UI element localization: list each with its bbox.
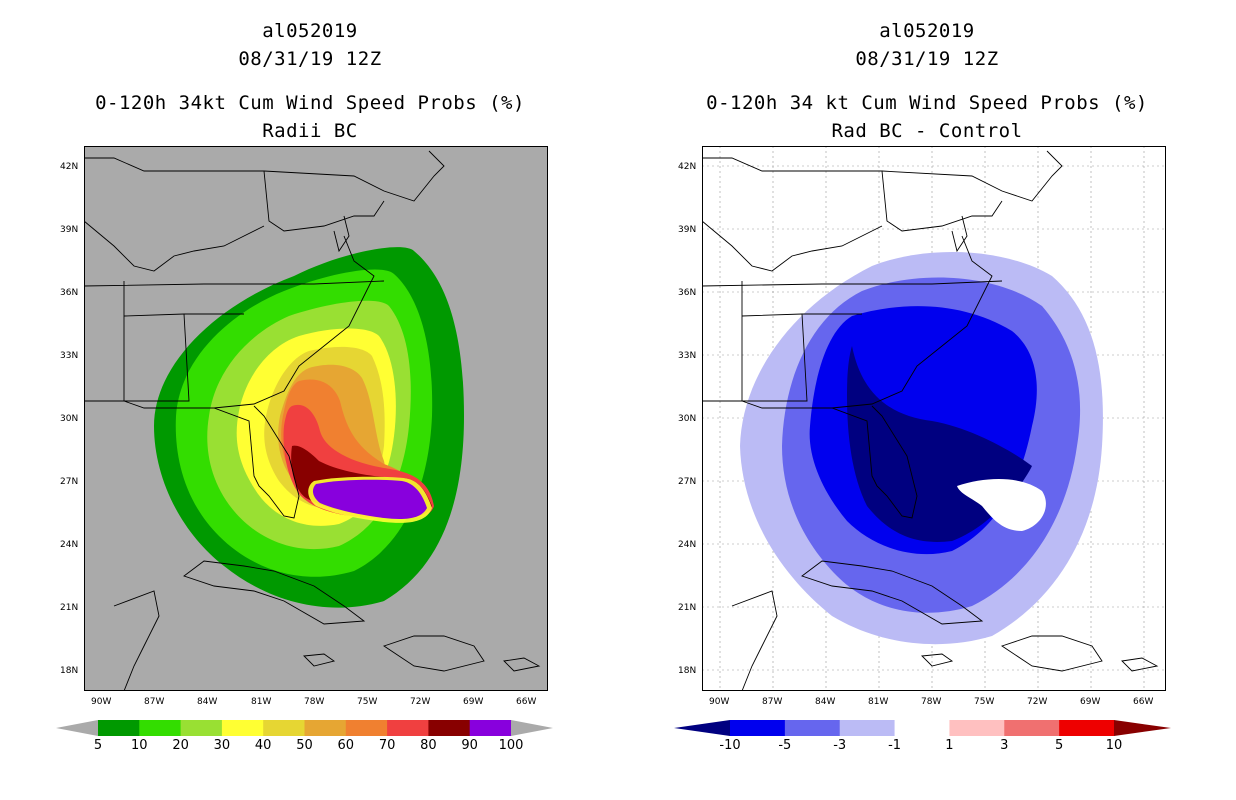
left-colorbar-high-arrow (511, 720, 553, 736)
left-colorbar-label: 80 (420, 738, 437, 753)
right-lon-label: 72W (1027, 697, 1048, 707)
left-colorbar-swatch (304, 720, 347, 736)
left-colorbar-swatch (428, 720, 471, 736)
right-lat-label: 27N (678, 477, 697, 487)
left-colorbar-label: 10 (131, 738, 148, 753)
right-colorbar-swatch (839, 720, 896, 736)
left-colorbar-label: 100 (498, 738, 524, 753)
left-colorbar-label: 5 (93, 738, 103, 753)
right-colorbar-swatch (1004, 720, 1060, 736)
right-colorbar-swatch (949, 720, 1005, 736)
prob-100-contour (312, 479, 427, 519)
right-colorbar-swatch (730, 720, 786, 736)
left-colorbar-label: 40 (254, 738, 272, 753)
left-lat-label: 42N (60, 162, 79, 172)
right-lat-label: 21N (678, 603, 697, 613)
left-colorbar-swatch (263, 720, 305, 736)
left-colorbar (56, 720, 553, 736)
left-colorbar-swatch (221, 720, 264, 736)
right-lon-label: 66W (1133, 697, 1154, 707)
left-lon-label: 90W (91, 697, 112, 707)
right-colorbar-label: 3 (1000, 738, 1009, 753)
right-colorbar-label: -5 (778, 738, 792, 753)
right-lon-label: 78W (921, 697, 942, 707)
left-coastlines (84, 150, 541, 691)
right-colorbar-label: 1 (945, 738, 954, 753)
left-lon-label: 66W (516, 697, 537, 707)
right-lat-label: 39N (678, 225, 697, 235)
left-colorbar-label: 30 (213, 738, 231, 753)
left-lon-label: 69W (463, 697, 484, 707)
right-title-storm-id: al052019 (879, 20, 975, 42)
left-colorbar-label: 60 (337, 738, 355, 753)
left-lon-label: 81W (251, 697, 272, 707)
right-title-subtitle: Rad BC - Control (831, 120, 1023, 142)
left-colorbar-swatch (387, 720, 429, 736)
right-title-product: 0-120h 34 kt Cum Wind Speed Probs (%) (706, 92, 1148, 114)
left-colorbar-swatch (139, 720, 182, 736)
right-colorbar-high-arrow (1114, 720, 1171, 736)
left-title-date: 08/31/19 12Z (238, 48, 382, 70)
right-lon-label: 75W (974, 697, 995, 707)
left-lat-label: 30N (60, 414, 79, 424)
right-lat-label: 18N (678, 666, 697, 676)
left-colorbar-swatch (469, 720, 512, 736)
left-colorbar-label: 70 (378, 738, 396, 753)
left-lat-label: 21N (60, 603, 79, 613)
left-colorbar-label: 90 (461, 738, 478, 753)
left-colorbar-swatches (98, 720, 512, 736)
left-lat-label: 24N (60, 540, 79, 550)
left-lat-label: 27N (60, 477, 79, 487)
right-lat-label: 42N (678, 162, 697, 172)
left-lat-label: 39N (60, 225, 79, 235)
left-lon-label: 72W (410, 697, 431, 707)
right-lat-label: 33N (678, 351, 697, 361)
left-colorbar-swatch (345, 720, 388, 736)
right-colorbar-label: 10 (1105, 738, 1123, 753)
right-colorbar-label: -10 (719, 738, 741, 753)
right-map (702, 146, 1166, 691)
left-lon-label: 75W (357, 697, 378, 707)
left-map (84, 146, 548, 691)
left-lon-label: 87W (144, 697, 165, 707)
right-colorbar-swatch (784, 720, 841, 736)
left-colorbar-label: 20 (172, 738, 189, 753)
right-colorbar-label: -3 (833, 738, 847, 753)
left-title-subtitle: Radii BC (262, 120, 358, 142)
left-colorbar-low-arrow (56, 720, 98, 736)
left-lon-label: 78W (304, 697, 325, 707)
right-coastlines (702, 150, 1159, 691)
right-lat-label: 24N (678, 540, 697, 550)
right-colorbar-label: -1 (888, 738, 902, 753)
right-lon-label: 69W (1080, 697, 1101, 707)
left-title-product: 0-120h 34kt Cum Wind Speed Probs (%) (95, 92, 525, 114)
left-colorbar-swatch (180, 720, 223, 736)
diff-zero-contour (957, 479, 1046, 531)
right-lon-label: 81W (868, 697, 889, 707)
right-colorbar (674, 720, 1171, 736)
left-lat-label: 33N (60, 351, 79, 361)
left-colorbar-swatch (98, 720, 140, 736)
right-colorbar-swatches (730, 720, 1115, 736)
right-colorbar-swatch (894, 720, 950, 736)
right-lat-label: 30N (678, 414, 697, 424)
right-lon-label: 90W (709, 697, 730, 707)
left-colorbar-label: 50 (296, 738, 313, 753)
right-colorbar-low-arrow (674, 720, 730, 736)
right-lat-label: 36N (678, 288, 697, 298)
left-lon-label: 84W (197, 697, 218, 707)
right-lon-label: 84W (815, 697, 836, 707)
left-lat-label: 36N (60, 288, 79, 298)
right-title-date: 08/31/19 12Z (855, 48, 999, 70)
left-lat-label: 18N (60, 666, 79, 676)
right-lon-label: 87W (762, 697, 783, 707)
right-colorbar-label: 5 (1055, 738, 1064, 753)
right-colorbar-swatch (1059, 720, 1115, 736)
left-title-storm-id: al052019 (262, 20, 358, 42)
